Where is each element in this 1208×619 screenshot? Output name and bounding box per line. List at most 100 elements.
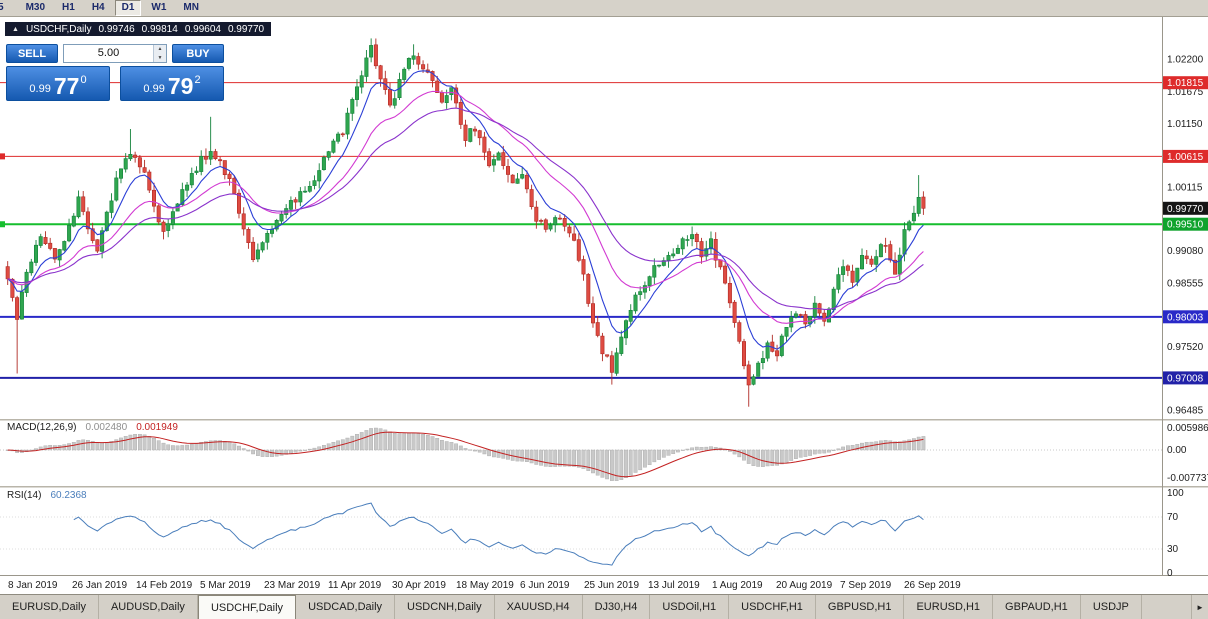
chart-canvas[interactable]: 1.02200 1.01675 1.01150 1.00115 0.99080 0.985… — [0, 17, 1208, 594]
chart-symbol-period: USDCHF,Daily — [25, 23, 92, 35]
chart-title-bar: ▲ USDCHF,Daily 0.99746 0.99814 0.99604 0… — [5, 22, 272, 36]
buy-button[interactable]: BUY — [172, 44, 224, 63]
chart-tab[interactable]: USDCNH,Daily — [395, 595, 495, 619]
price-tick: 0.98555 — [1167, 278, 1204, 289]
chart-tab[interactable]: AUDUSD,Daily — [99, 595, 198, 619]
timeframe-button-MN[interactable]: MN — [183, 2, 199, 13]
sell-price-small: 0.99 — [29, 83, 51, 95]
chart-tab[interactable]: USDCHF,H1 — [729, 595, 816, 619]
price-tag-label: 0.99770 — [1167, 204, 1204, 215]
chart-tab[interactable]: DJ30,H4 — [583, 595, 651, 619]
price-tag-label: 0.99510 — [1167, 220, 1204, 231]
buy-price-small: 0.99 — [143, 83, 165, 95]
price-tick: 1.01675 — [1167, 87, 1204, 98]
macd-signal-line — [7, 431, 924, 478]
buy-price-button[interactable]: 0.99 79 2 — [120, 66, 224, 101]
chart-tab[interactable]: USDOil,H1 — [650, 595, 730, 619]
ma-line-21 — [7, 90, 924, 324]
price-tag — [1163, 371, 1208, 385]
date-tick: 23 Mar 2019 — [264, 580, 321, 591]
timeframe-toolbar: 5 M30 H1 H4 D1 W1 MN — [0, 0, 1208, 17]
chart-tabs-bar: EURUSD,Daily AUDUSD,Daily USDCHF,Daily USDC… — [0, 594, 1208, 619]
price-tag — [1163, 76, 1208, 90]
date-tick: 25 Jun 2019 — [584, 580, 639, 591]
sell-price-big: 77 — [53, 73, 80, 99]
chart-tab[interactable]: EURUSD,H1 — [904, 595, 994, 619]
date-tick: 1 Aug 2019 — [712, 580, 763, 591]
rsi-value: 60.2368 — [50, 490, 87, 501]
chart-tab[interactable]: GBPAUD,H1 — [993, 595, 1081, 619]
date-tick: 30 Apr 2019 — [392, 580, 446, 591]
buy-price-sup: 2 — [194, 74, 201, 86]
macd-scale-label: 0.00 — [1167, 445, 1187, 456]
macd-pane — [0, 427, 1162, 481]
chart-tab[interactable]: USDJP — [1081, 595, 1142, 619]
chart-tabs: EURUSD,Daily AUDUSD,Daily USDCHF,Daily USDC… — [0, 595, 1191, 619]
date-tick: 8 Jan 2019 — [8, 580, 58, 591]
price-tag — [1163, 310, 1208, 324]
rsi-scale-label: 100 — [1167, 488, 1184, 499]
rsi-line — [73, 502, 924, 566]
one-click-trading-panel: SELL 5.00 ▲ ▼ BUY 0.99 77 0 0.99 — [6, 44, 224, 101]
timeframe-button-H4[interactable]: H4 — [91, 2, 105, 13]
timeframe-button-W1[interactable]: W1 — [151, 2, 167, 13]
pane-splitter[interactable] — [0, 486, 1208, 488]
ma-line-34 — [7, 107, 924, 310]
lot-increase-button[interactable]: ▲ — [154, 45, 166, 54]
ohlc-low: 0.99604 — [184, 23, 221, 35]
buy-price-big: 79 — [167, 73, 194, 99]
rsi-scale-label: 30 — [1167, 544, 1179, 555]
ohlc-high: 0.99814 — [141, 23, 178, 35]
rsi-indicator-label: RSI(14) 60.2368 — [7, 490, 87, 501]
price-tag-label: 0.98003 — [1167, 312, 1204, 323]
sell-button[interactable]: SELL — [6, 44, 58, 63]
tab-scroll-right-button[interactable]: ► — [1191, 595, 1208, 619]
date-tick: 11 Apr 2019 — [328, 580, 382, 591]
moving-averages-layer — [7, 70, 924, 350]
macd-indicator-label: MACD(12,26,9) 0.002480 0.001949 — [7, 422, 178, 433]
date-tick: 6 Jun 2019 — [520, 580, 570, 591]
date-tick: 7 Sep 2019 — [840, 580, 892, 591]
price-tag-label: 1.01815 — [1167, 78, 1204, 89]
timeframe-button-D1[interactable]: D1 — [114, 0, 142, 16]
timeframe-button-M30[interactable]: M30 — [25, 2, 46, 13]
time-scale[interactable]: 8 Jan 2019 26 Jan 2019 14 Feb 2019 5 Mar 20… — [8, 580, 961, 591]
price-tick: 0.99080 — [1167, 246, 1204, 257]
price-tag-label: 1.00615 — [1167, 152, 1204, 163]
chart-tab[interactable]: USDCAD,Daily — [296, 595, 396, 619]
lot-decrease-button[interactable]: ▼ — [154, 53, 166, 62]
horizontal-lines-layer[interactable] — [0, 82, 1162, 379]
price-tick: 1.01150 — [1167, 119, 1203, 130]
price-tick: 1.02200 — [1167, 55, 1204, 66]
chart-tab[interactable]: GBPUSD,H1 — [816, 595, 905, 619]
ohlc-open: 0.99746 — [98, 23, 135, 35]
macd-scale-label: -0.007737 — [1167, 473, 1208, 484]
lot-spinner: ▲ ▼ — [153, 45, 166, 62]
price-tag-label: 0.97008 — [1167, 373, 1204, 384]
timeframe-button-H1[interactable]: H1 — [62, 2, 75, 13]
pane-splitter[interactable] — [0, 419, 1208, 421]
timeframe-button-5[interactable]: 5 — [0, 0, 11, 16]
price-tick: 0.97520 — [1167, 342, 1204, 353]
chart-tab[interactable]: XAUUSD,H4 — [495, 595, 583, 619]
price-tick: 0.96485 — [1167, 406, 1204, 417]
sell-price-button[interactable]: 0.99 77 0 — [6, 66, 110, 101]
line-anchor-marker[interactable] — [0, 153, 5, 160]
chart-icon: ▲ — [12, 25, 19, 33]
chart-tab[interactable]: USDCHF,Daily — [197, 595, 297, 619]
lot-size-value: 5.00 — [97, 47, 120, 59]
price-tag — [1163, 149, 1208, 163]
date-tick: 13 Jul 2019 — [648, 580, 700, 591]
price-tag — [1163, 217, 1208, 231]
price-scale[interactable]: 1.02200 1.01675 1.01150 1.00115 0.99080 0.985… — [1163, 55, 1208, 580]
rsi-scale-label: 0 — [1167, 568, 1173, 579]
macd-name: MACD(12,26,9) — [7, 422, 77, 433]
pane-dividers[interactable] — [0, 17, 1208, 576]
rsi-name: RSI(14) — [7, 490, 42, 501]
lot-size-field[interactable]: 5.00 ▲ ▼ — [63, 44, 167, 63]
date-tick: 5 Mar 2019 — [200, 580, 251, 591]
sell-price-sup: 0 — [80, 74, 87, 86]
chart-tab[interactable]: EURUSD,Daily — [0, 595, 99, 619]
line-anchor-marker[interactable] — [0, 221, 5, 228]
price-tag — [1163, 201, 1208, 215]
